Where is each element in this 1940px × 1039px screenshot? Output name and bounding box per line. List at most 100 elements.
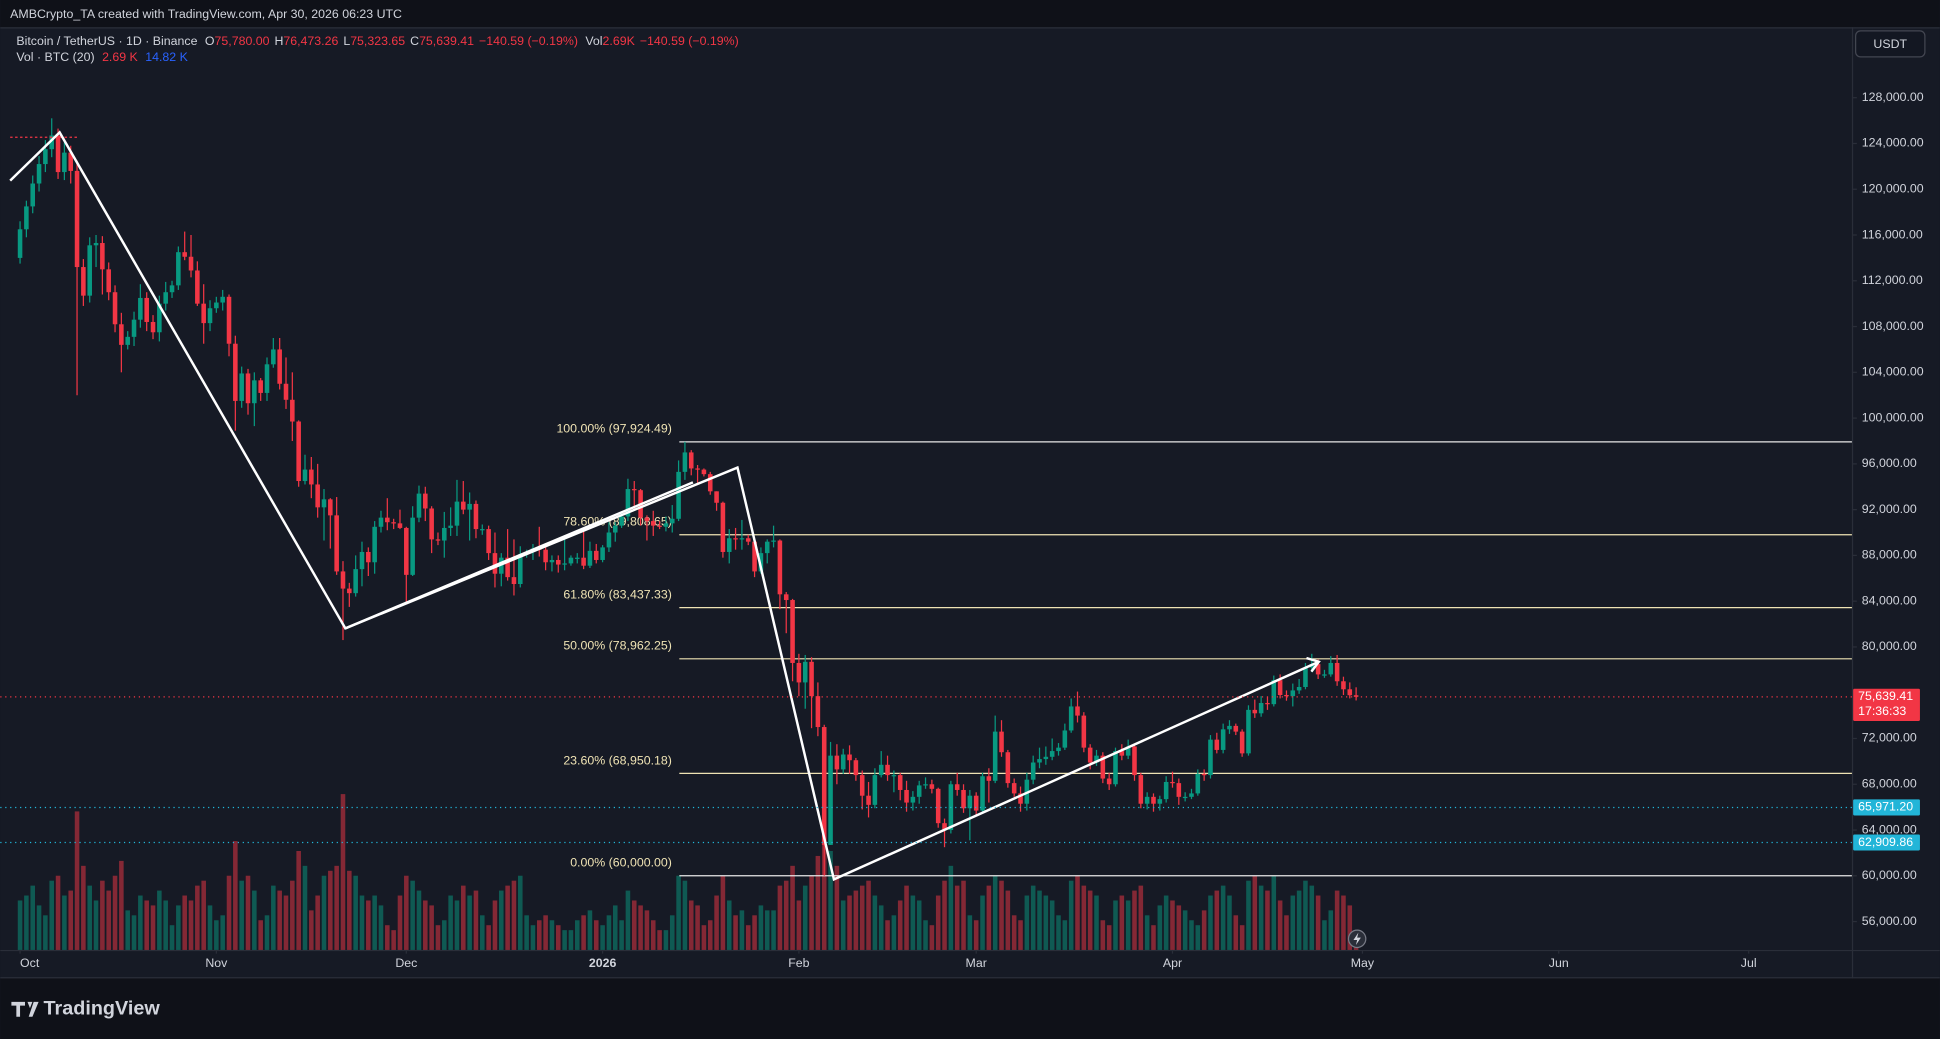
candle-body [802,661,808,683]
candle-body [321,499,327,508]
candle-body [359,551,365,570]
volume-ma: 14.82 K [145,50,188,64]
countdown-label: 17:36:33 [1858,704,1906,718]
candle-body [435,539,441,541]
volume-bar [473,890,479,950]
volume-pane [17,794,1359,950]
candle-body [176,252,181,286]
candle-body [410,517,415,575]
candles [17,118,1359,876]
volume-bar [771,910,776,950]
volume-bar [1201,910,1207,950]
trend-drawing [344,481,694,630]
candle-body [157,303,162,333]
candle-body [771,540,776,542]
price-label: 75,639.41 [1858,689,1913,703]
candle-body [309,469,314,485]
candle-body [777,540,783,595]
volume-bar [929,925,935,950]
volume-bar [1239,925,1245,950]
candle-body [1132,746,1137,776]
candle-body [992,731,998,781]
candle-body [885,764,890,776]
candle-body [644,517,650,522]
volume-bar [1334,890,1340,950]
volume-bar [796,900,802,950]
y-tick-label: 108,000.00 [1862,319,1924,333]
volume-bar [695,905,700,950]
volume-bar [1265,890,1270,950]
y-tick-label: 100,000.00 [1862,410,1924,424]
volume-bar [1132,890,1137,950]
candle-body [347,588,352,594]
candle-body [448,525,453,528]
arrow-head [1306,656,1321,673]
volume-bar [347,870,352,950]
volume-bar [245,875,251,950]
candle-body [1214,739,1220,750]
candle-body [625,489,631,517]
volume-bar [309,910,314,950]
volume-bar [973,920,979,950]
candle-body [1290,690,1296,697]
volume-bar [777,885,783,950]
volume-bar [220,915,225,950]
volume-bar [986,885,992,950]
y-tick-label: 104,000.00 [1862,365,1924,379]
volume-bar [176,905,181,950]
volume-bar [537,920,542,950]
ohlc-label: L [343,34,350,48]
candle-body [239,373,244,401]
volume-bar [1081,885,1087,950]
candle-body [701,469,707,475]
volume-bar [948,865,954,950]
volume-bar [492,900,498,950]
candle-body [220,296,225,303]
candle-body [119,324,124,345]
volume-bar [612,905,618,950]
volume-bar [821,836,827,950]
volume-bar [1138,885,1144,950]
vol-label: Vol [585,34,602,48]
x-tick-label: Jul [1741,956,1757,970]
volume-bar [967,915,973,950]
volume-bar [277,890,282,950]
volume-bar [669,915,675,950]
candle-body [169,285,175,293]
volume-bar [1005,890,1011,950]
volume-bar [74,811,80,950]
candle-body [1328,662,1334,675]
currency-button[interactable] [1855,30,1926,58]
candle-body [866,795,871,805]
candle-body [834,755,840,770]
volume-bar [549,920,555,950]
candle-body [764,541,770,554]
candle-body [1170,781,1175,784]
volume-bar [43,915,48,950]
volume-bar [714,895,719,950]
candle-body [682,452,688,472]
candle-body [214,302,219,309]
candle-body [1018,793,1023,804]
volume-bar [442,920,447,950]
candle-body [397,523,403,528]
candle-body [473,503,479,530]
change: −140.59 (−0.19%) [479,34,578,48]
ohlc-label: O [205,34,215,48]
volume-bar [999,880,1004,950]
currency-label[interactable]: USDT [1873,37,1907,51]
candle-body [131,319,137,337]
volume-bar [264,915,270,950]
volume-bar [87,885,92,950]
volume-bar [1094,895,1099,950]
candle-body [1258,703,1264,714]
candle-body [302,469,308,482]
candle-body [942,823,947,831]
ohlc-label: H [274,34,283,48]
volume-bar [150,905,156,950]
candle-body [334,515,339,572]
volume-bar [853,890,859,950]
candle-body [619,516,624,526]
candle-body [226,296,232,344]
